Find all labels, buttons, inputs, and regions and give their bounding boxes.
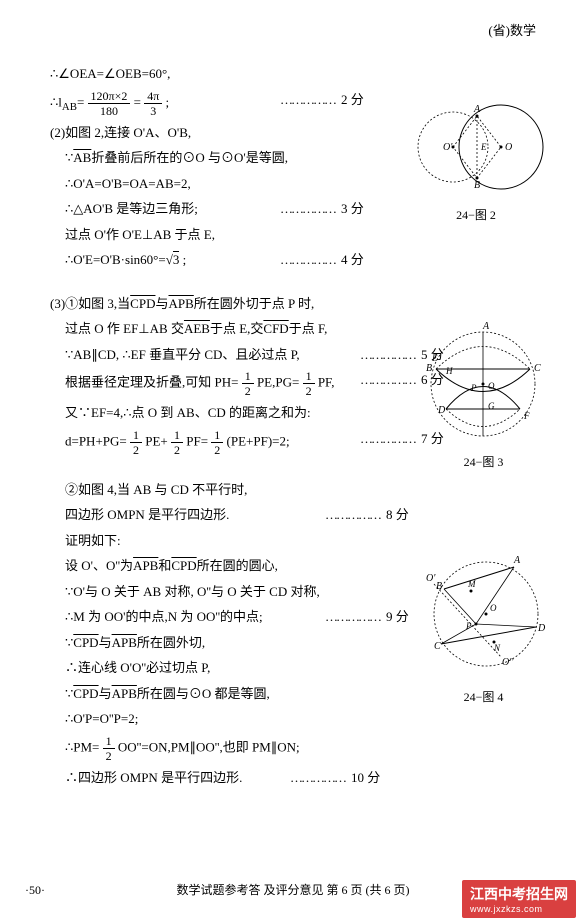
page-number: ·50· [25, 883, 45, 898]
score-5: 5 分 [360, 345, 444, 365]
watermark-url: www.jxzkzs.com [470, 904, 568, 914]
content: A B O' O E 24−图 2 A C B D E H P O G [50, 64, 551, 787]
line-9: (3)①如图 3,当CPD与APB所在圆外切于点 P 时, [50, 294, 551, 314]
line-18: 设 O'、O''为APB和CPD所在圆的圆心, [50, 556, 551, 576]
score-9: 9 分 [325, 607, 409, 627]
line-24: ∴O'P=O''P=2; [50, 709, 551, 729]
line-11: ∵AB∥CD, ∴EF 垂直平分 CD、且必过点 P, 5 分 [50, 345, 551, 365]
line-12: 根据垂径定理及折叠,可知 PH= 12 PE,PG= 12 PF, 6 分 [50, 370, 551, 397]
line-10: 过点 O 作 EF⊥AB 交AEB于点 E,交CFD于点 F, [50, 319, 551, 339]
score-4: 4 分 [280, 250, 364, 270]
watermark: 江西中考招生网 www.jxzkzs.com [462, 880, 576, 918]
line-25: ∴PM= 12 OO''=ON,PM∥OO'',也即 PM∥ON; [50, 735, 551, 762]
line-23: ∵CPD与APB所在圆与⊙O 都是等圆, [50, 684, 551, 704]
watermark-title: 江西中考招生网 [470, 886, 568, 902]
score-10: 10 分 [290, 768, 380, 788]
line-5: ∴O'A=O'B=OA=AB=2, [50, 174, 551, 194]
line-8: ∴O'E=O'B·sin60°=√3 ; 4 分 [50, 250, 551, 270]
line-7: 过点 O'作 O'E⊥AB 于点 E, [50, 225, 551, 245]
line-20: ∴M 为 OO'的中点,N 为 OO''的中点; 9 分 [50, 607, 551, 627]
line-1: ∴∠OEA=∠OEB=60°, [50, 64, 551, 84]
line-3: (2)如图 2,连接 O'A、O'B, [50, 123, 551, 143]
score-8: 8 分 [325, 505, 409, 525]
footer-text: 数学试题参考答 及评分意见 第 6 页 (共 6 页) [177, 881, 410, 898]
line-6: ∴△AO'B 是等边三角形; 3 分 [50, 199, 551, 219]
line-4: ∵AB折叠前后所在的⊙O 与⊙O'是等圆, [50, 148, 551, 168]
line-22: ∴连心线 O'O''必过切点 P, [50, 658, 551, 678]
line-16: 四边形 OMPN 是平行四边形. 8 分 [50, 505, 551, 525]
score-2: 2 分 [280, 90, 364, 110]
score-3: 3 分 [280, 199, 364, 219]
header: (省)数学 [50, 20, 551, 39]
score-6: 6 分 [360, 370, 444, 390]
line-14: d=PH+PG= 12 PE+ 12 PF= 12 (PE+PF)=2; 7 分 [50, 429, 551, 456]
score-7: 7 分 [360, 429, 444, 449]
line-17: 证明如下: [50, 531, 551, 551]
line-19: ∵O'与 O 关于 AB 对称, O''与 O 关于 CD 对称, [50, 582, 551, 602]
line-15: ②如图 4,当 AB 与 CD 不平行时, [50, 480, 551, 500]
line-2: ∴lAB= 120π×2180 = 4π3 ; 2 分 [50, 90, 551, 117]
line-26: ∴四边形 OMPN 是平行四边形. 10 分 [50, 768, 551, 788]
fig3-caption: 24−图 3 [416, 453, 551, 470]
line-21: ∵CPD与APB所在圆外切, [50, 633, 551, 653]
line-13: 又∵EF=4,∴点 O 到 AB、CD 的距离之和为: [50, 403, 551, 423]
